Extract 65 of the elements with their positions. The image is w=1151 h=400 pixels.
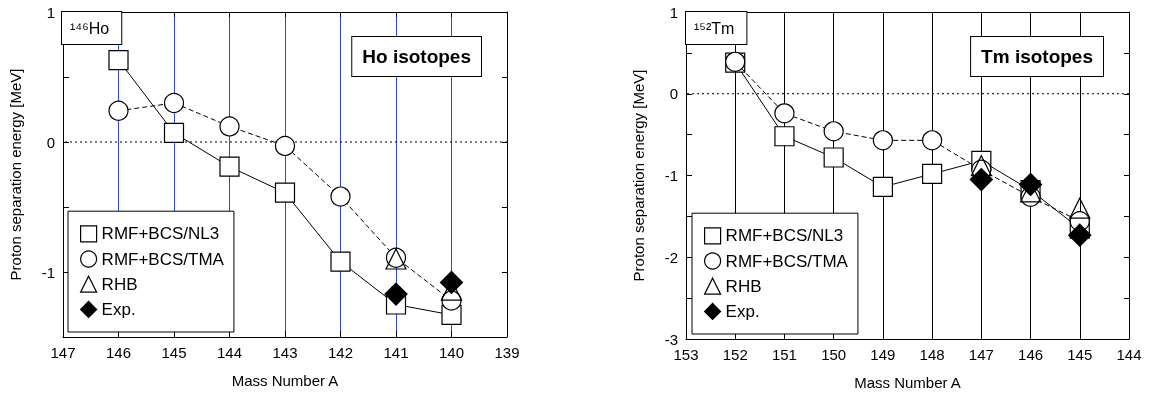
x-tick-label: 148 [919, 346, 945, 363]
y-tick-label: 0 [669, 85, 678, 103]
point [922, 130, 943, 151]
y-tick-label: 0 [46, 133, 55, 151]
point [823, 147, 844, 168]
x-tick-label: 146 [105, 344, 132, 361]
point [823, 121, 844, 142]
point [274, 135, 296, 156]
y-tick-label: 1 [669, 3, 678, 21]
y-axis-title: Proton separation energy [MeV] [630, 69, 647, 282]
legend-label: RMF+BCS/NL3 [101, 224, 220, 244]
point [163, 122, 185, 143]
y-tick-label: -2 [664, 248, 678, 266]
x-tick-label: 150 [821, 346, 847, 363]
annotation: ¹⁵²Tm [694, 19, 735, 37]
point [1069, 197, 1091, 219]
x-axis-title: Mass Number A [854, 374, 961, 391]
point [108, 100, 129, 121]
annotation: ¹⁴⁶Ho [70, 19, 110, 37]
point [969, 167, 993, 192]
x-tick-label: 152 [722, 346, 748, 363]
point [274, 182, 296, 203]
x-tick-label: 142 [327, 344, 354, 361]
annotation: Tm isotopes [981, 46, 1093, 67]
annotation: Ho isotopes [362, 46, 471, 67]
legend-label: RMF+BCS/TMA [725, 251, 849, 271]
point [163, 92, 185, 114]
x-axis-title: Mass Number A [231, 372, 339, 389]
x-tick-label: 144 [216, 344, 243, 361]
y-axis-title: Proton separation energy [MeV] [7, 68, 24, 281]
x-tick-label: 145 [161, 344, 187, 361]
x-tick-label: 144 [1116, 346, 1142, 363]
point [922, 163, 943, 184]
x-tick-label: 146 [1018, 346, 1044, 363]
x-tick-label: 153 [673, 346, 699, 363]
legend-label: RMF+BCS/TMA [101, 249, 225, 269]
x-tick-label: 149 [870, 346, 896, 363]
y-tick-label: -1 [41, 263, 55, 281]
x-tick-label: 147 [968, 346, 994, 363]
point [1068, 223, 1092, 247]
point [219, 116, 240, 137]
point [330, 251, 351, 272]
x-tick-label: 143 [272, 344, 298, 361]
point [872, 130, 893, 151]
point [384, 282, 408, 306]
x-tick-label: 139 [494, 344, 520, 361]
point [108, 50, 129, 71]
x-tick-label: 145 [1067, 346, 1093, 363]
x-tick-label: 140 [438, 344, 465, 361]
y-tick-label: 1 [46, 3, 55, 21]
legend-label: Exp. [101, 299, 136, 319]
legend-label: RHB [725, 276, 762, 296]
point [219, 156, 240, 177]
point [774, 103, 795, 124]
x-tick-label: 147 [50, 344, 76, 361]
x-tick-label: 151 [771, 346, 797, 363]
point [872, 176, 893, 198]
legend-label: RHB [101, 274, 138, 294]
legend-label: RMF+BCS/NL3 [725, 226, 844, 246]
y-tick-label: -3 [664, 330, 678, 348]
legend-label: Exp. [725, 301, 760, 321]
point [774, 126, 795, 147]
point [330, 186, 351, 207]
y-tick-label: -1 [664, 167, 678, 184]
x-tick-label: 141 [383, 344, 409, 361]
